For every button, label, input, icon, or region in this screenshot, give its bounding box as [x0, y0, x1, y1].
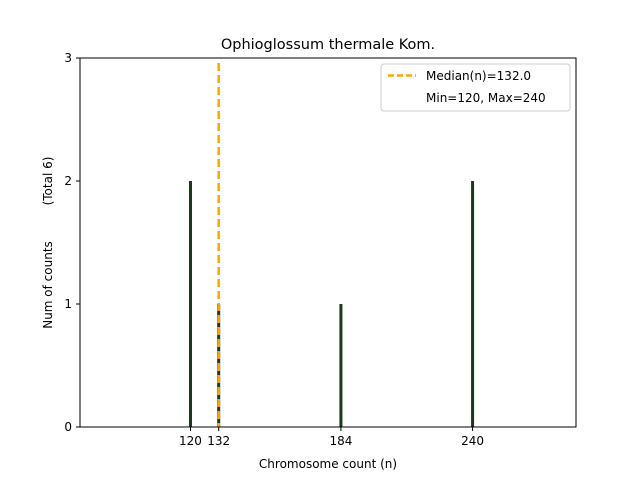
bar-240 — [471, 181, 475, 427]
y-tick-label-3: 3 — [64, 51, 72, 65]
y-tick-label-0: 0 — [64, 420, 72, 434]
x-tick-label-132: 132 — [207, 434, 230, 448]
bar-184 — [339, 304, 343, 427]
bars-group — [188, 181, 475, 427]
legend-range-label: Min=120, Max=240 — [426, 91, 546, 105]
y-axis-label: Num of counts — [41, 241, 55, 329]
y-axis-ticks: 0 1 2 3 — [64, 51, 80, 434]
y-tick-label-2: 2 — [64, 174, 72, 188]
legend: Median(n)=132.0 Min=120, Max=240 — [380, 63, 571, 112]
x-axis-label: Chromosome count (n) — [259, 457, 397, 471]
x-tick-label-184: 184 — [329, 434, 352, 448]
y-axis-total-label: (Total 6) — [41, 157, 55, 206]
legend-box — [380, 63, 571, 112]
x-tick-label-240: 240 — [461, 434, 484, 448]
legend-median-label: Median(n)=132.0 — [426, 69, 531, 83]
x-tick-label-120: 120 — [179, 434, 202, 448]
x-axis-ticks: 120 132 184 240 — [179, 427, 484, 448]
y-tick-label-1: 1 — [64, 297, 72, 311]
bar-120 — [188, 181, 192, 427]
plot-frame — [79, 57, 577, 428]
chart-title: Ophioglossum thermale Kom. — [221, 37, 435, 53]
